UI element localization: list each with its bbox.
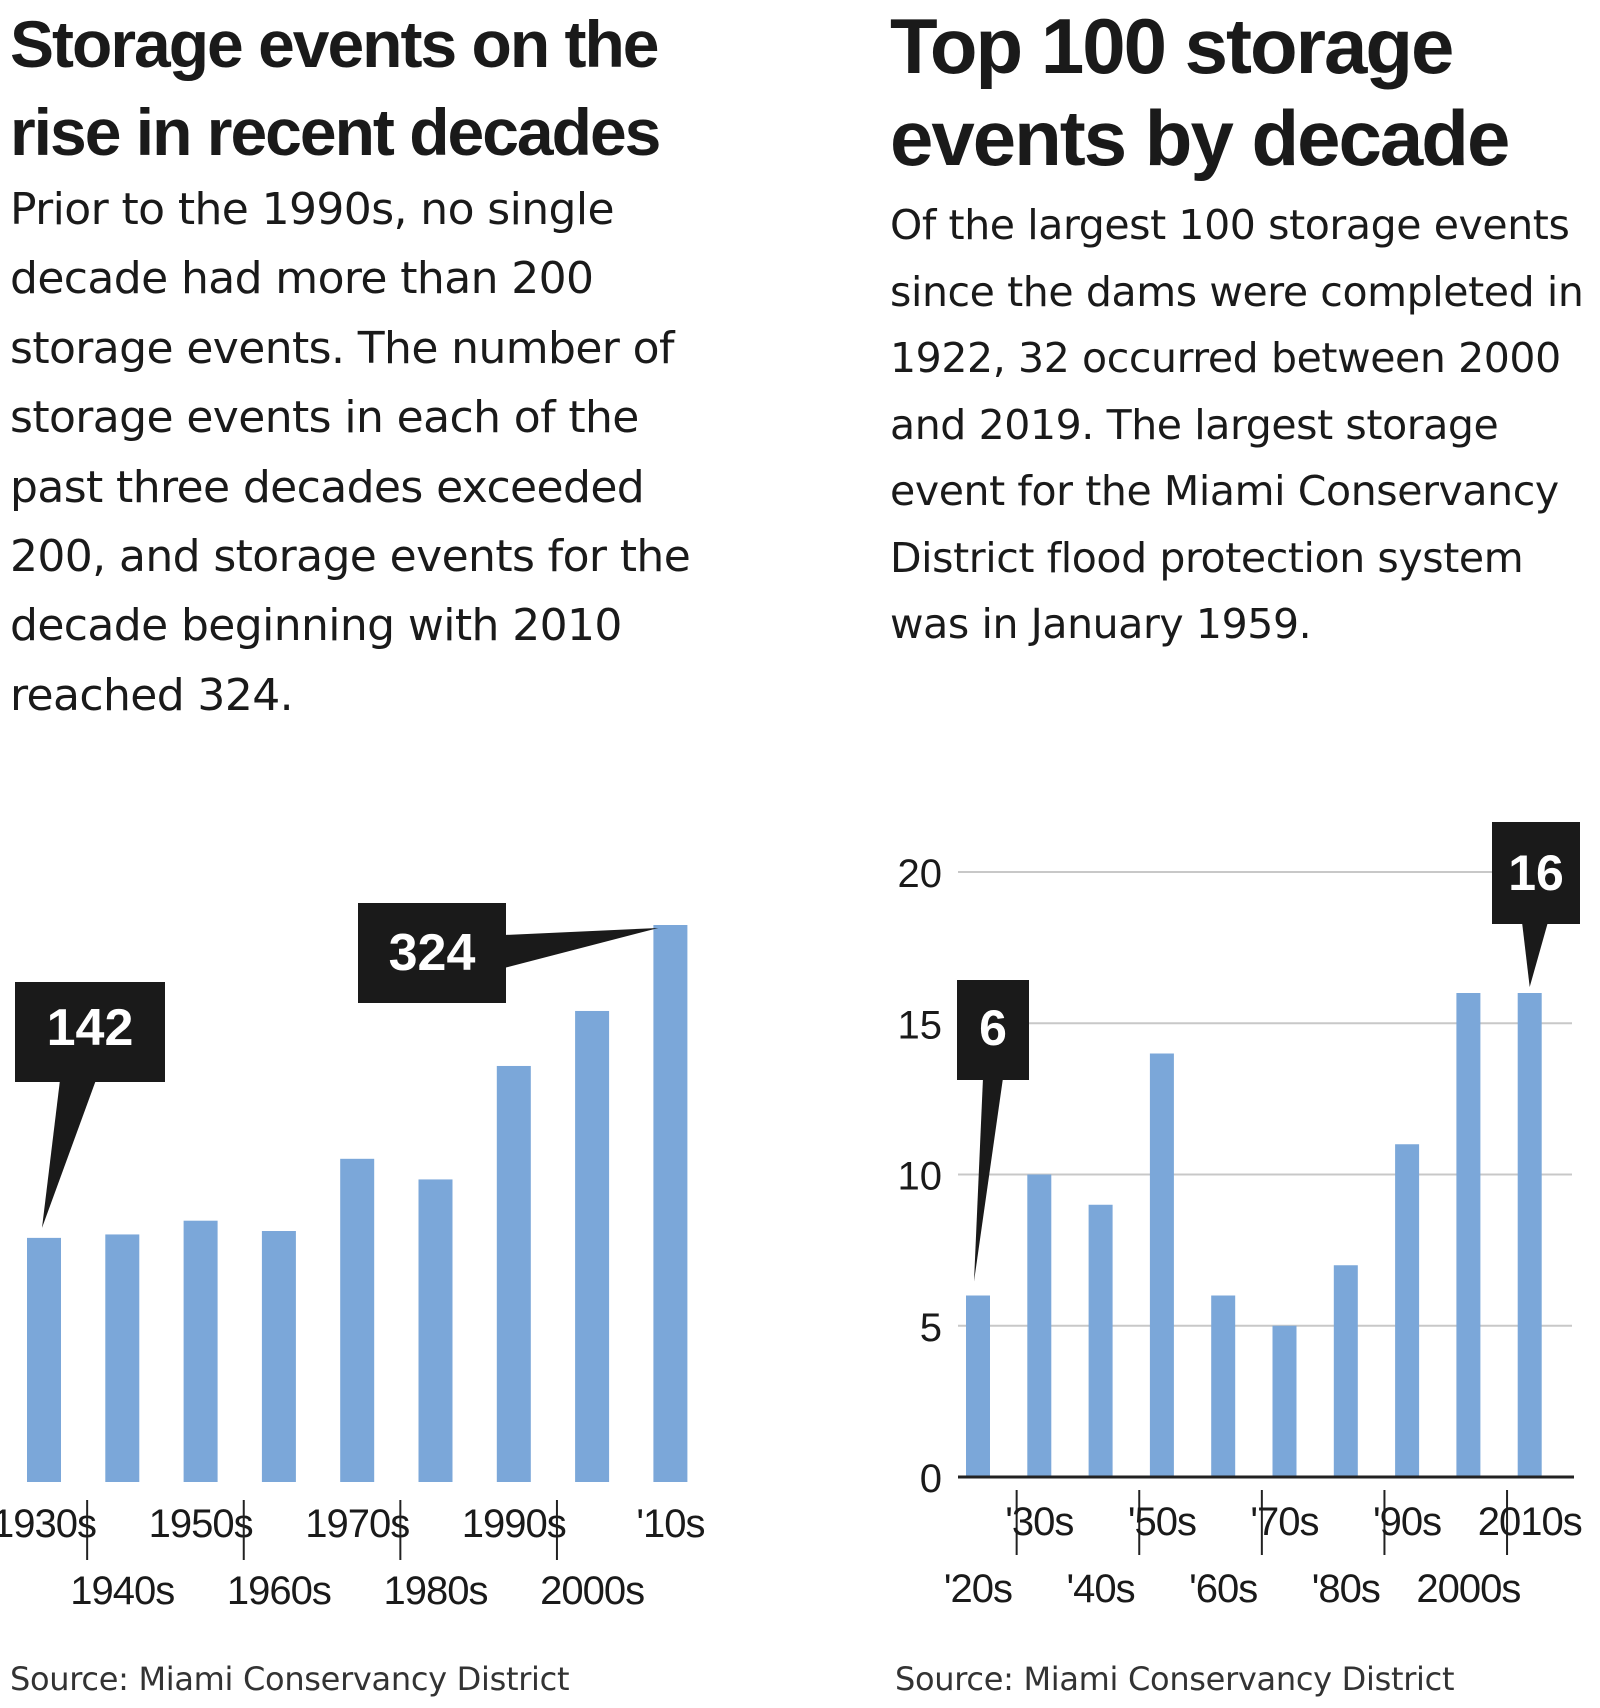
right-bar-70s bbox=[1272, 1325, 1297, 1477]
right-x-tick-40s: '40s bbox=[1067, 1567, 1135, 1611]
right-callout-pointer-6 bbox=[974, 1078, 1003, 1282]
left-x-tick-10s: '10s bbox=[636, 1502, 704, 1546]
right-bar-40s bbox=[1088, 1204, 1113, 1477]
right-title: Top 100 storage events by decade bbox=[890, 2, 1510, 182]
left-panel: Storage events on the rise in recent dec… bbox=[10, 0, 700, 730]
left-bar-10s bbox=[653, 925, 688, 1482]
left-x-tick-1960s: 1960s bbox=[227, 1569, 331, 1613]
right-bar-50s bbox=[1149, 1053, 1174, 1477]
right-x-tick-80s: '80s bbox=[1312, 1567, 1380, 1611]
right-callout-box-6 bbox=[957, 980, 1029, 1080]
right-x-tick-30s: '30s bbox=[1005, 1500, 1073, 1544]
left-bar-1960s bbox=[261, 1231, 296, 1482]
right-x-tick-70s: '70s bbox=[1250, 1500, 1318, 1544]
right-callout-pointer-16 bbox=[1522, 922, 1548, 987]
right-x-tick-2010s: 2010s bbox=[1478, 1500, 1582, 1544]
right-callout-label-6: 6 bbox=[979, 1000, 1007, 1056]
left-bar-1930s bbox=[27, 1237, 61, 1482]
right-x-tick-50s: '50s bbox=[1128, 1500, 1196, 1544]
left-callout-box-142 bbox=[15, 982, 165, 1082]
left-callout-box-324 bbox=[358, 903, 506, 1003]
right-bar-60s bbox=[1211, 1295, 1236, 1477]
right-y-tick-15: 15 bbox=[898, 1003, 943, 1047]
right-source: Source: Miami Conservancy District bbox=[895, 1660, 1455, 1698]
left-bar-chart: 1930s 1940s 1950s 1960s 1970s 1980s 1990s 2000s… bbox=[0, 903, 705, 1613]
left-x-tick-2000s: 2000s bbox=[540, 1569, 644, 1613]
right-y-tick-5: 5 bbox=[920, 1306, 942, 1350]
right-bar-30s bbox=[1027, 1174, 1052, 1477]
right-x-tick-60s: '60s bbox=[1189, 1567, 1257, 1611]
left-x-tick-1990s: 1990s bbox=[462, 1502, 566, 1546]
left-x-tick-1940s: 1940s bbox=[70, 1569, 174, 1613]
right-bar-90s bbox=[1395, 1144, 1420, 1477]
left-description: Prior to the 1990s, no single decade had… bbox=[10, 184, 691, 721]
left-bar-1990s bbox=[496, 1065, 531, 1482]
right-bar-2000s bbox=[1456, 993, 1481, 1477]
left-bar-1970s bbox=[340, 1158, 375, 1482]
left-callout-label-142: 142 bbox=[47, 999, 134, 1057]
left-bar-1950s bbox=[183, 1220, 218, 1482]
left-x-tick-1930s: 1930s bbox=[0, 1502, 96, 1546]
left-bar-1980s bbox=[418, 1179, 453, 1482]
right-bar-20s bbox=[966, 1295, 990, 1477]
right-bar-80s bbox=[1333, 1265, 1358, 1477]
right-bar-2010s bbox=[1517, 993, 1542, 1477]
right-x-tick-90s: '90s bbox=[1373, 1500, 1441, 1544]
left-callout-pointer-324 bbox=[504, 928, 659, 968]
right-y-tick-10: 10 bbox=[898, 1155, 943, 1199]
left-title: Storage events on the rise in recent dec… bbox=[10, 7, 661, 169]
left-callout-label-324: 324 bbox=[389, 924, 476, 982]
right-y-tick-20: 20 bbox=[898, 852, 943, 896]
right-x-tick-20s: '20s bbox=[944, 1567, 1012, 1611]
left-x-tick-1950s: 1950s bbox=[149, 1502, 253, 1546]
left-bar-1940s bbox=[105, 1234, 140, 1482]
left-x-tick-1980s: 1980s bbox=[384, 1569, 488, 1613]
right-description: Of the largest 100 storage events since … bbox=[890, 201, 1584, 648]
left-bar-2000s bbox=[575, 1010, 610, 1482]
right-x-tick-2000s: 2000s bbox=[1416, 1567, 1520, 1611]
left-callout-pointer-142 bbox=[42, 1080, 96, 1228]
right-callout-box-16 bbox=[1492, 822, 1580, 924]
right-panel: Top 100 storage events by decade Of the … bbox=[890, 0, 1590, 658]
left-source: Source: Miami Conservancy District bbox=[10, 1660, 570, 1698]
right-y-tick-0: 0 bbox=[920, 1457, 942, 1501]
left-x-tick-1970s: 1970s bbox=[305, 1502, 409, 1546]
right-callout-label-16: 16 bbox=[1508, 845, 1564, 901]
